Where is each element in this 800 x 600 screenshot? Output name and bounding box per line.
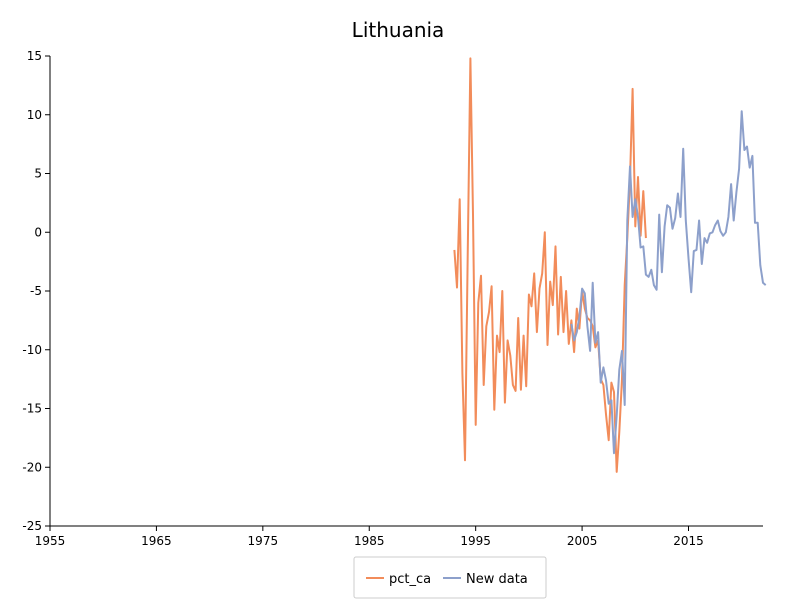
series-line-pct-ca	[453, 57, 647, 473]
series-line-new-data	[570, 110, 767, 455]
x-axis-ticks: 1955 1965 1975 1985 1995 2005 2015	[35, 526, 704, 548]
x-tick-label: 2015	[673, 534, 704, 548]
y-tick-label: 10	[27, 108, 42, 122]
y-tick-label: -5	[30, 284, 42, 298]
y-tick-label: -15	[22, 402, 42, 416]
y-tick-label: 15	[27, 49, 42, 63]
legend-label-pct-ca: pct_ca	[389, 572, 431, 587]
x-tick-label: 1955	[35, 534, 66, 548]
y-axis-ticks: 15 10 5 0 -5 -10 -15 -20 -25	[22, 49, 50, 533]
y-tick-label: 0	[34, 225, 42, 239]
x-tick-label: 1985	[354, 534, 385, 548]
legend: pct_ca New data	[353, 556, 547, 599]
legend-label-new-data: New data	[466, 572, 528, 587]
y-tick-label: -10	[22, 343, 42, 357]
x-tick-label: 1995	[460, 534, 491, 548]
y-tick-label: 5	[34, 167, 42, 181]
y-tick-label: -25	[22, 519, 42, 533]
x-tick-label: 1965	[141, 534, 172, 548]
chart-title: Lithuania	[352, 18, 445, 42]
x-tick-label: 1975	[248, 534, 279, 548]
x-tick-label: 2005	[567, 534, 598, 548]
plot-lines	[453, 57, 767, 473]
y-tick-label: -20	[22, 460, 42, 474]
